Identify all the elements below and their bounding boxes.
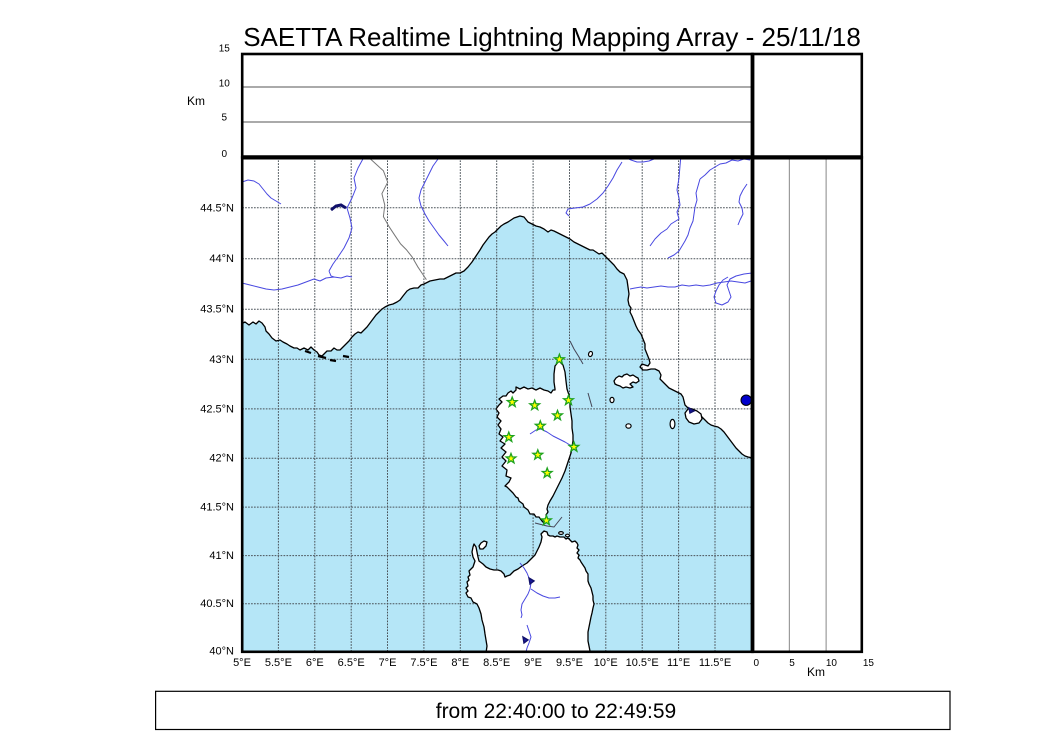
svg-text:5.5°E: 5.5°E — [265, 657, 292, 669]
svg-text:5: 5 — [789, 658, 795, 669]
svg-text:8.5°E: 8.5°E — [483, 657, 510, 669]
svg-text:9°E: 9°E — [524, 657, 542, 669]
svg-text:15: 15 — [219, 44, 231, 55]
svg-text:Km: Km — [187, 94, 205, 108]
svg-text:10°E: 10°E — [594, 657, 618, 669]
svg-text:6.5°E: 6.5°E — [338, 657, 365, 669]
svg-text:5: 5 — [222, 113, 228, 124]
svg-text:6°E: 6°E — [306, 657, 324, 669]
svg-text:7.5°E: 7.5°E — [410, 657, 437, 669]
svg-text:15: 15 — [863, 658, 875, 669]
svg-text:10: 10 — [219, 79, 231, 90]
svg-text:10.5°E: 10.5°E — [626, 657, 659, 669]
svg-text:43.5°N: 43.5°N — [200, 304, 234, 316]
svg-text:43°N: 43°N — [209, 354, 234, 366]
svg-text:8°E: 8°E — [451, 657, 469, 669]
svg-text:7°E: 7°E — [379, 657, 397, 669]
svg-text:5°E: 5°E — [233, 657, 251, 669]
svg-text:42°N: 42°N — [209, 453, 234, 465]
svg-text:from 22:40:00 to 22:49:59: from 22:40:00 to 22:49:59 — [436, 700, 677, 723]
svg-text:11.5°E: 11.5°E — [699, 657, 731, 669]
svg-text:44.5°N: 44.5°N — [200, 202, 234, 214]
svg-text:Km: Km — [807, 665, 825, 679]
svg-text:0: 0 — [754, 658, 760, 669]
svg-text:9.5°E: 9.5°E — [556, 657, 583, 669]
svg-text:11°E: 11°E — [667, 657, 690, 669]
svg-text:0: 0 — [222, 149, 228, 160]
svg-text:44°N: 44°N — [209, 253, 234, 265]
svg-text:42.5°N: 42.5°N — [200, 403, 234, 415]
svg-text:41°N: 41°N — [209, 550, 234, 562]
svg-text:41.5°N: 41.5°N — [200, 502, 234, 514]
svg-text:40°N: 40°N — [209, 645, 234, 657]
svg-text:10: 10 — [826, 658, 838, 669]
svg-text:40.5°N: 40.5°N — [200, 598, 234, 610]
svg-text:SAETTA Realtime Lightning Mapp: SAETTA Realtime Lightning Mapping Array … — [243, 22, 861, 52]
